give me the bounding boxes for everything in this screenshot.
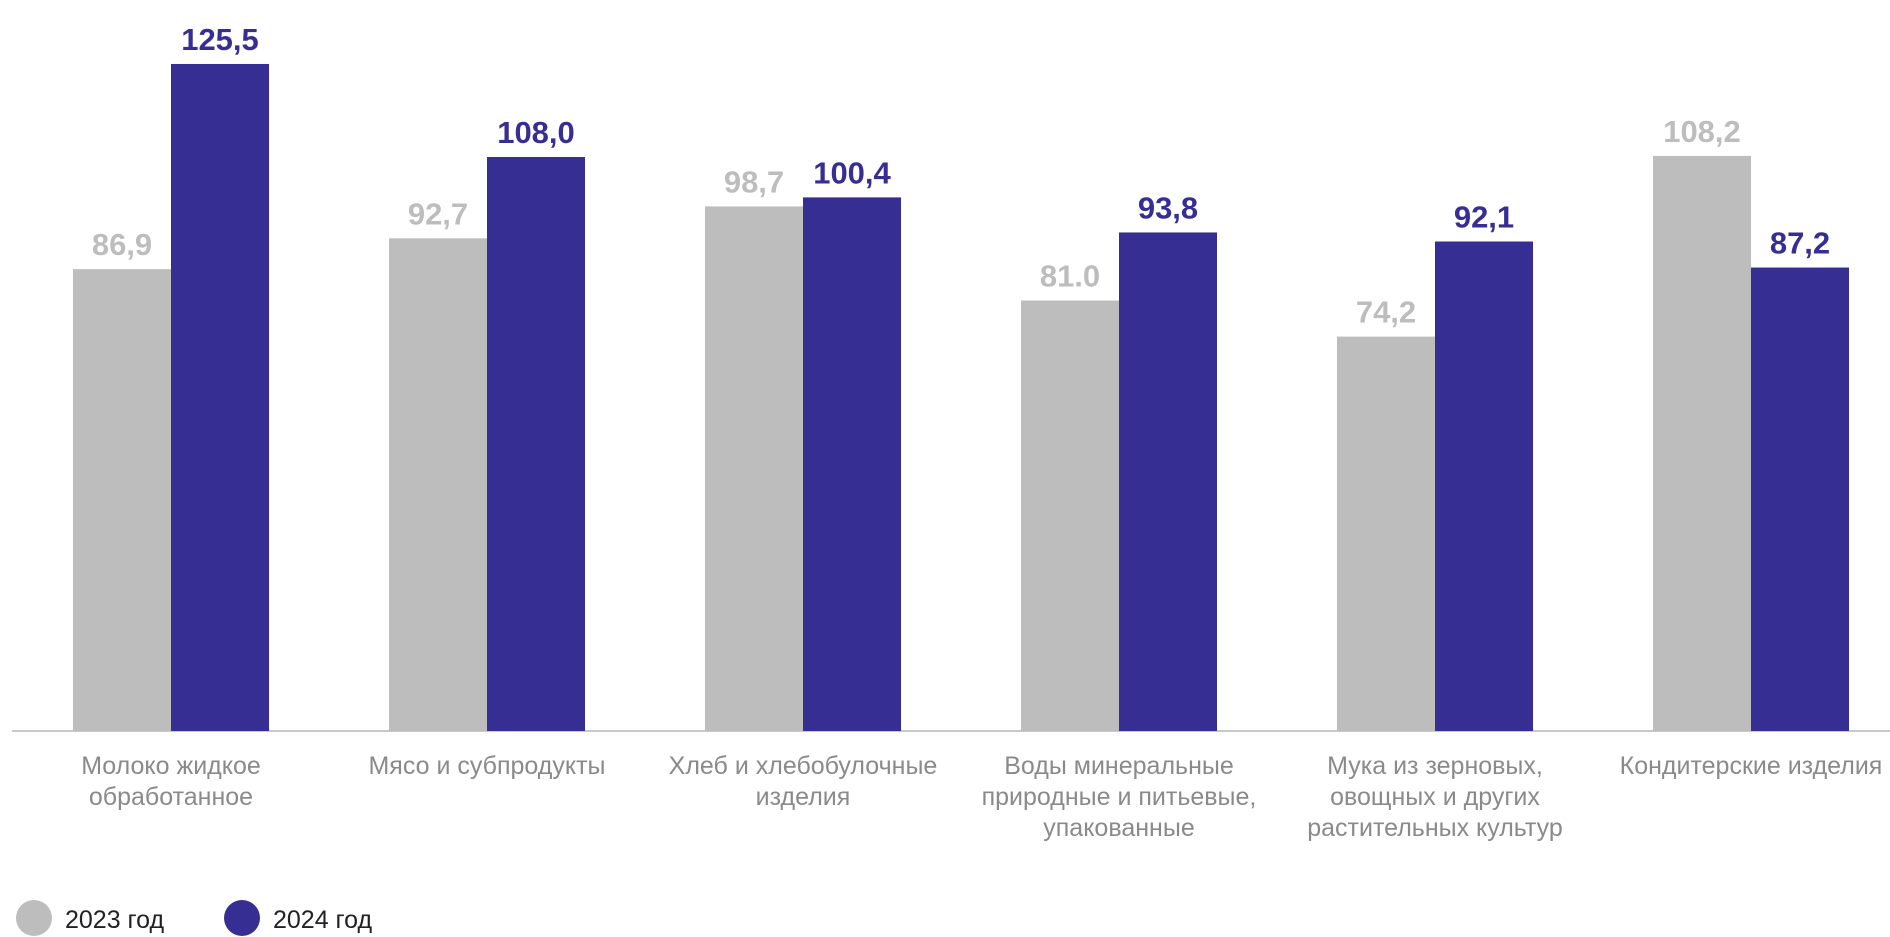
value-label-series1-cat3: 98,7 (724, 164, 784, 199)
category-label-line: изделия (756, 783, 851, 811)
category-label-line: Молоко жидкое (81, 752, 261, 780)
value-label-series2-cat6: 87,2 (1770, 226, 1830, 261)
category-label-6: Кондитерские изделия (1620, 752, 1883, 780)
category-label-line: природные и питьевые, (982, 783, 1257, 811)
value-label-series2-cat1: 125,5 (181, 22, 259, 57)
category-label-line: Хлеб и хлебобулочные (669, 752, 938, 780)
bar-series1-cat1 (73, 269, 171, 731)
category-labels-layer: Молоко жидкое обработанное Мясо и субпроду… (81, 752, 1882, 842)
value-label-series2-cat5: 92,1 (1454, 199, 1514, 234)
category-label-4: Воды минеральные природные и питьевые, упа… (982, 752, 1257, 842)
bar-series1-cat5 (1337, 336, 1435, 731)
bar-series2-cat3 (803, 197, 901, 732)
category-label-line: Кондитерские изделия (1620, 752, 1883, 780)
legend-marker-series1 (16, 900, 52, 936)
category-label-line: растительных культур (1307, 814, 1562, 842)
bar-series2-cat4 (1119, 232, 1217, 731)
category-label-2: Мясо и субпродукты (368, 752, 605, 780)
bar-series2-cat5 (1435, 241, 1533, 731)
bar-series1-cat3 (705, 206, 803, 731)
category-label-line: обработанное (89, 783, 253, 811)
bar-series2-cat2 (487, 156, 585, 731)
category-label-line: Воды минеральные (1004, 752, 1234, 780)
legend-label-series1: 2023 год (65, 906, 164, 934)
value-label-series1-cat6: 108,2 (1663, 114, 1741, 149)
category-label-3: Хлеб и хлебобулочные изделия (669, 752, 938, 811)
bars-layer (73, 63, 1849, 732)
value-labels-layer: 86,9 125,5 92,7 108,0 98,7 100,4 81.0 93,8 74,2 9… (92, 22, 1830, 330)
legend: 2023 год 2024 год (16, 900, 372, 936)
category-label-line: овощных и других (1330, 783, 1540, 811)
value-label-series1-cat5: 74,2 (1356, 295, 1416, 330)
bar-series1-cat6 (1653, 155, 1751, 731)
category-label-1: Молоко жидкое обработанное (81, 752, 261, 811)
legend-marker-series2 (224, 900, 260, 936)
category-label-line: упакованные (1043, 814, 1194, 842)
value-label-series1-cat1: 86,9 (92, 227, 152, 262)
category-label-line: Мясо и субпродукты (368, 752, 605, 780)
bar-series2-cat1 (171, 63, 269, 732)
value-label-series2-cat2: 108,0 (497, 115, 575, 150)
bar-series2-cat6 (1751, 267, 1849, 731)
legend-label-series2: 2024 год (273, 906, 372, 934)
bar-series1-cat2 (389, 238, 487, 731)
category-label-5: Мука из зерновых, овощных и других растите… (1307, 752, 1562, 842)
bar-series1-cat4 (1021, 300, 1119, 731)
value-label-series2-cat3: 100,4 (813, 155, 891, 190)
value-label-series2-cat4: 93,8 (1138, 190, 1198, 225)
value-label-series1-cat4: 81.0 (1040, 258, 1100, 293)
value-label-series1-cat2: 92,7 (408, 196, 468, 231)
category-label-line: Мука из зерновых, (1327, 752, 1543, 780)
